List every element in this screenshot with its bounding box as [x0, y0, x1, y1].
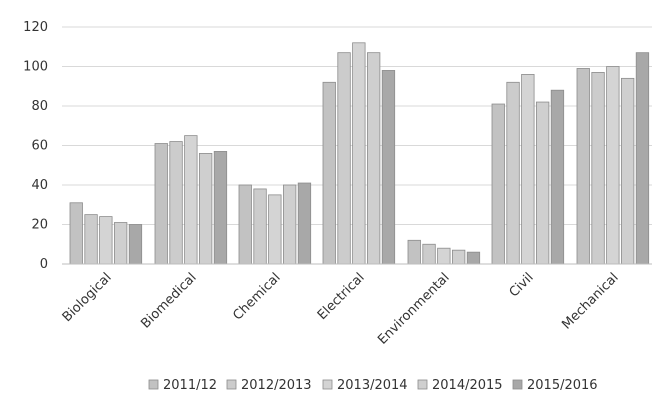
legend-label: 2013/2014	[337, 378, 408, 393]
bar-civil-4	[536, 101, 550, 265]
bar-biomedical-4	[198, 152, 213, 265]
legend-swatch	[322, 379, 333, 390]
bars	[69, 42, 650, 265]
y-tick-label: 100	[23, 60, 48, 75]
bar-biomedical-5	[213, 151, 228, 265]
x-category-label: Electrical	[315, 270, 368, 323]
bar-biomedical-2	[169, 141, 183, 265]
x-axis-category-labels: Biological Biomedical Chemical Electrical En…	[60, 270, 622, 347]
bar-biomedical-3	[184, 135, 198, 265]
bar-electrical-5	[381, 70, 396, 265]
legend-swatch	[226, 379, 237, 390]
bar-environmental-5	[466, 251, 481, 265]
bar-electrical-3	[352, 42, 366, 265]
y-tick-label: 0	[40, 257, 48, 272]
x-category-label: Mechanical	[559, 270, 621, 332]
x-category-label: Biomedical	[138, 270, 199, 331]
y-axis-tick-labels: 0 20 40 60 80 100 120	[23, 20, 48, 272]
bar-mechanical-2	[591, 72, 605, 265]
legend-swatch	[512, 379, 523, 390]
legend-swatch	[417, 379, 428, 390]
bar-electrical-4	[366, 52, 381, 265]
bar-environmental-2	[422, 243, 436, 265]
x-category-label: Chemical	[230, 270, 283, 323]
bar-electrical-1	[322, 81, 336, 265]
bar-chemical-5	[297, 182, 312, 265]
bar-civil-2	[506, 81, 520, 265]
legend-label: 2011/12	[163, 378, 217, 393]
y-tick-label: 80	[31, 99, 48, 114]
bar-chemical-3	[268, 194, 282, 265]
legend-swatch	[148, 379, 159, 390]
bar-chemical-1	[238, 184, 252, 265]
bar-biological-5	[128, 224, 143, 265]
bar-mechanical-5	[635, 52, 650, 265]
y-tick-label: 120	[23, 20, 48, 35]
x-category-label: Environmental	[375, 270, 452, 347]
legend: 2011/12 2012/2013 2013/2014 2014/2015 2015/2…	[148, 378, 598, 393]
bar-mechanical-4	[621, 77, 635, 265]
bar-biological-2	[84, 214, 98, 265]
x-category-label: Biological	[60, 270, 115, 325]
bar-environmental-1	[407, 239, 421, 265]
y-tick-label: 40	[31, 178, 48, 193]
y-tick-label: 60	[31, 139, 48, 154]
y-tick-label: 20	[31, 218, 48, 233]
bar-environmental-4	[451, 249, 466, 265]
bar-civil-5	[550, 89, 565, 265]
bar-biological-1	[69, 202, 83, 265]
bar-mechanical-1	[576, 68, 590, 265]
bar-mechanical-3	[606, 66, 620, 265]
legend-label: 2014/2015	[432, 378, 503, 393]
bar-electrical-2	[337, 52, 351, 265]
bar-chemical-2	[253, 188, 267, 265]
x-category-label: Civil	[507, 270, 537, 300]
bar-biological-4	[114, 222, 128, 265]
bar-civil-1	[491, 103, 505, 265]
bar-biomedical-1	[154, 143, 168, 265]
bar-civil-3	[521, 74, 535, 265]
bar-environmental-3	[437, 247, 451, 265]
bar-chemical-4	[282, 184, 297, 265]
bar-biological-3	[99, 216, 113, 265]
legend-label: 2012/2013	[241, 378, 312, 393]
legend-label: 2015/2016	[527, 378, 598, 393]
